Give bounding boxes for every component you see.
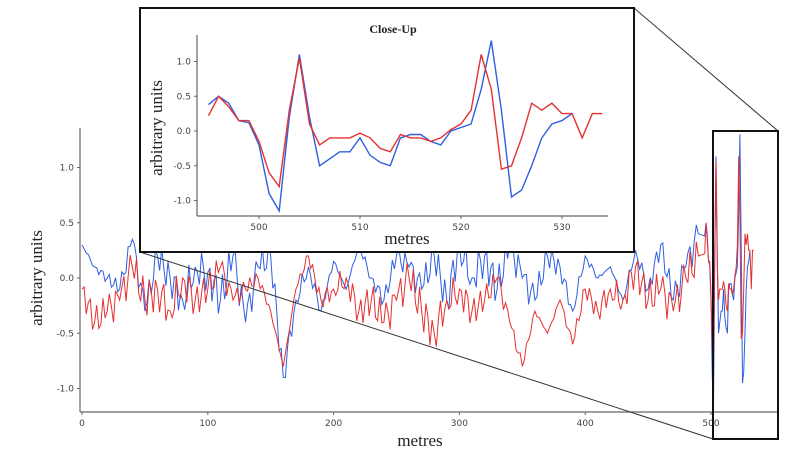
close-up-inset: 500 510 520 530 -1.0 -0.5 0.0 0.5 1.0 metres arbit… [139, 7, 635, 253]
main-y-axis-label: arbitrary units [27, 230, 46, 326]
main-x-tick-label: 400 [577, 419, 594, 429]
main-y-tick-label: 0.0 [60, 274, 75, 284]
main-y-tick-label: -0.5 [56, 329, 74, 339]
connector-line [633, 7, 779, 132]
inset-y-tick-label: 0.5 [177, 92, 191, 102]
inset-x-tick-label: 500 [250, 223, 267, 233]
main-y-tick-label: -1.0 [56, 385, 74, 395]
inset-y-tick-label: 1.0 [177, 58, 192, 68]
inset-x-tick-label: 510 [351, 223, 368, 233]
inset-x-tick-label: 520 [452, 223, 469, 233]
inset-x-axis-label: metres [384, 229, 429, 248]
inset-x-tick-label: 530 [553, 223, 570, 233]
inset-y-tick-label: -0.5 [173, 162, 191, 172]
main-x-tick-label: 500 [702, 419, 719, 429]
main-plot: 0 100 200 300 400 500 -1.0 -0.5 0.0 0.5 1.0 metres a… [27, 128, 778, 450]
inset-y-tick-label: 0.0 [177, 127, 192, 137]
inset-series-line-0 [208, 40, 573, 214]
main-series-line-0 [81, 134, 751, 406]
zoom-connectors [139, 7, 779, 440]
main-x-tick-label: 0 [79, 419, 85, 429]
inset-title: Close-Up [369, 22, 417, 36]
inset-frame [139, 7, 635, 253]
inset-y-tick-label: -1.0 [173, 197, 191, 207]
main-x-axis-label: metres [397, 431, 442, 450]
main-series-line-1 [81, 156, 754, 367]
connector-line [139, 251, 714, 440]
main-x-tick-label: 100 [199, 419, 216, 429]
inset-y-axis-label: arbitrary units [147, 80, 166, 176]
zoom-region-box [712, 130, 779, 440]
main-y-tick-label: 0.5 [60, 219, 74, 229]
main-x-tick-label: 200 [325, 419, 342, 429]
inset-series-line-1 [207, 54, 603, 189]
main-x-tick-label: 300 [451, 419, 468, 429]
main-y-tick-label: 1.0 [60, 164, 75, 174]
